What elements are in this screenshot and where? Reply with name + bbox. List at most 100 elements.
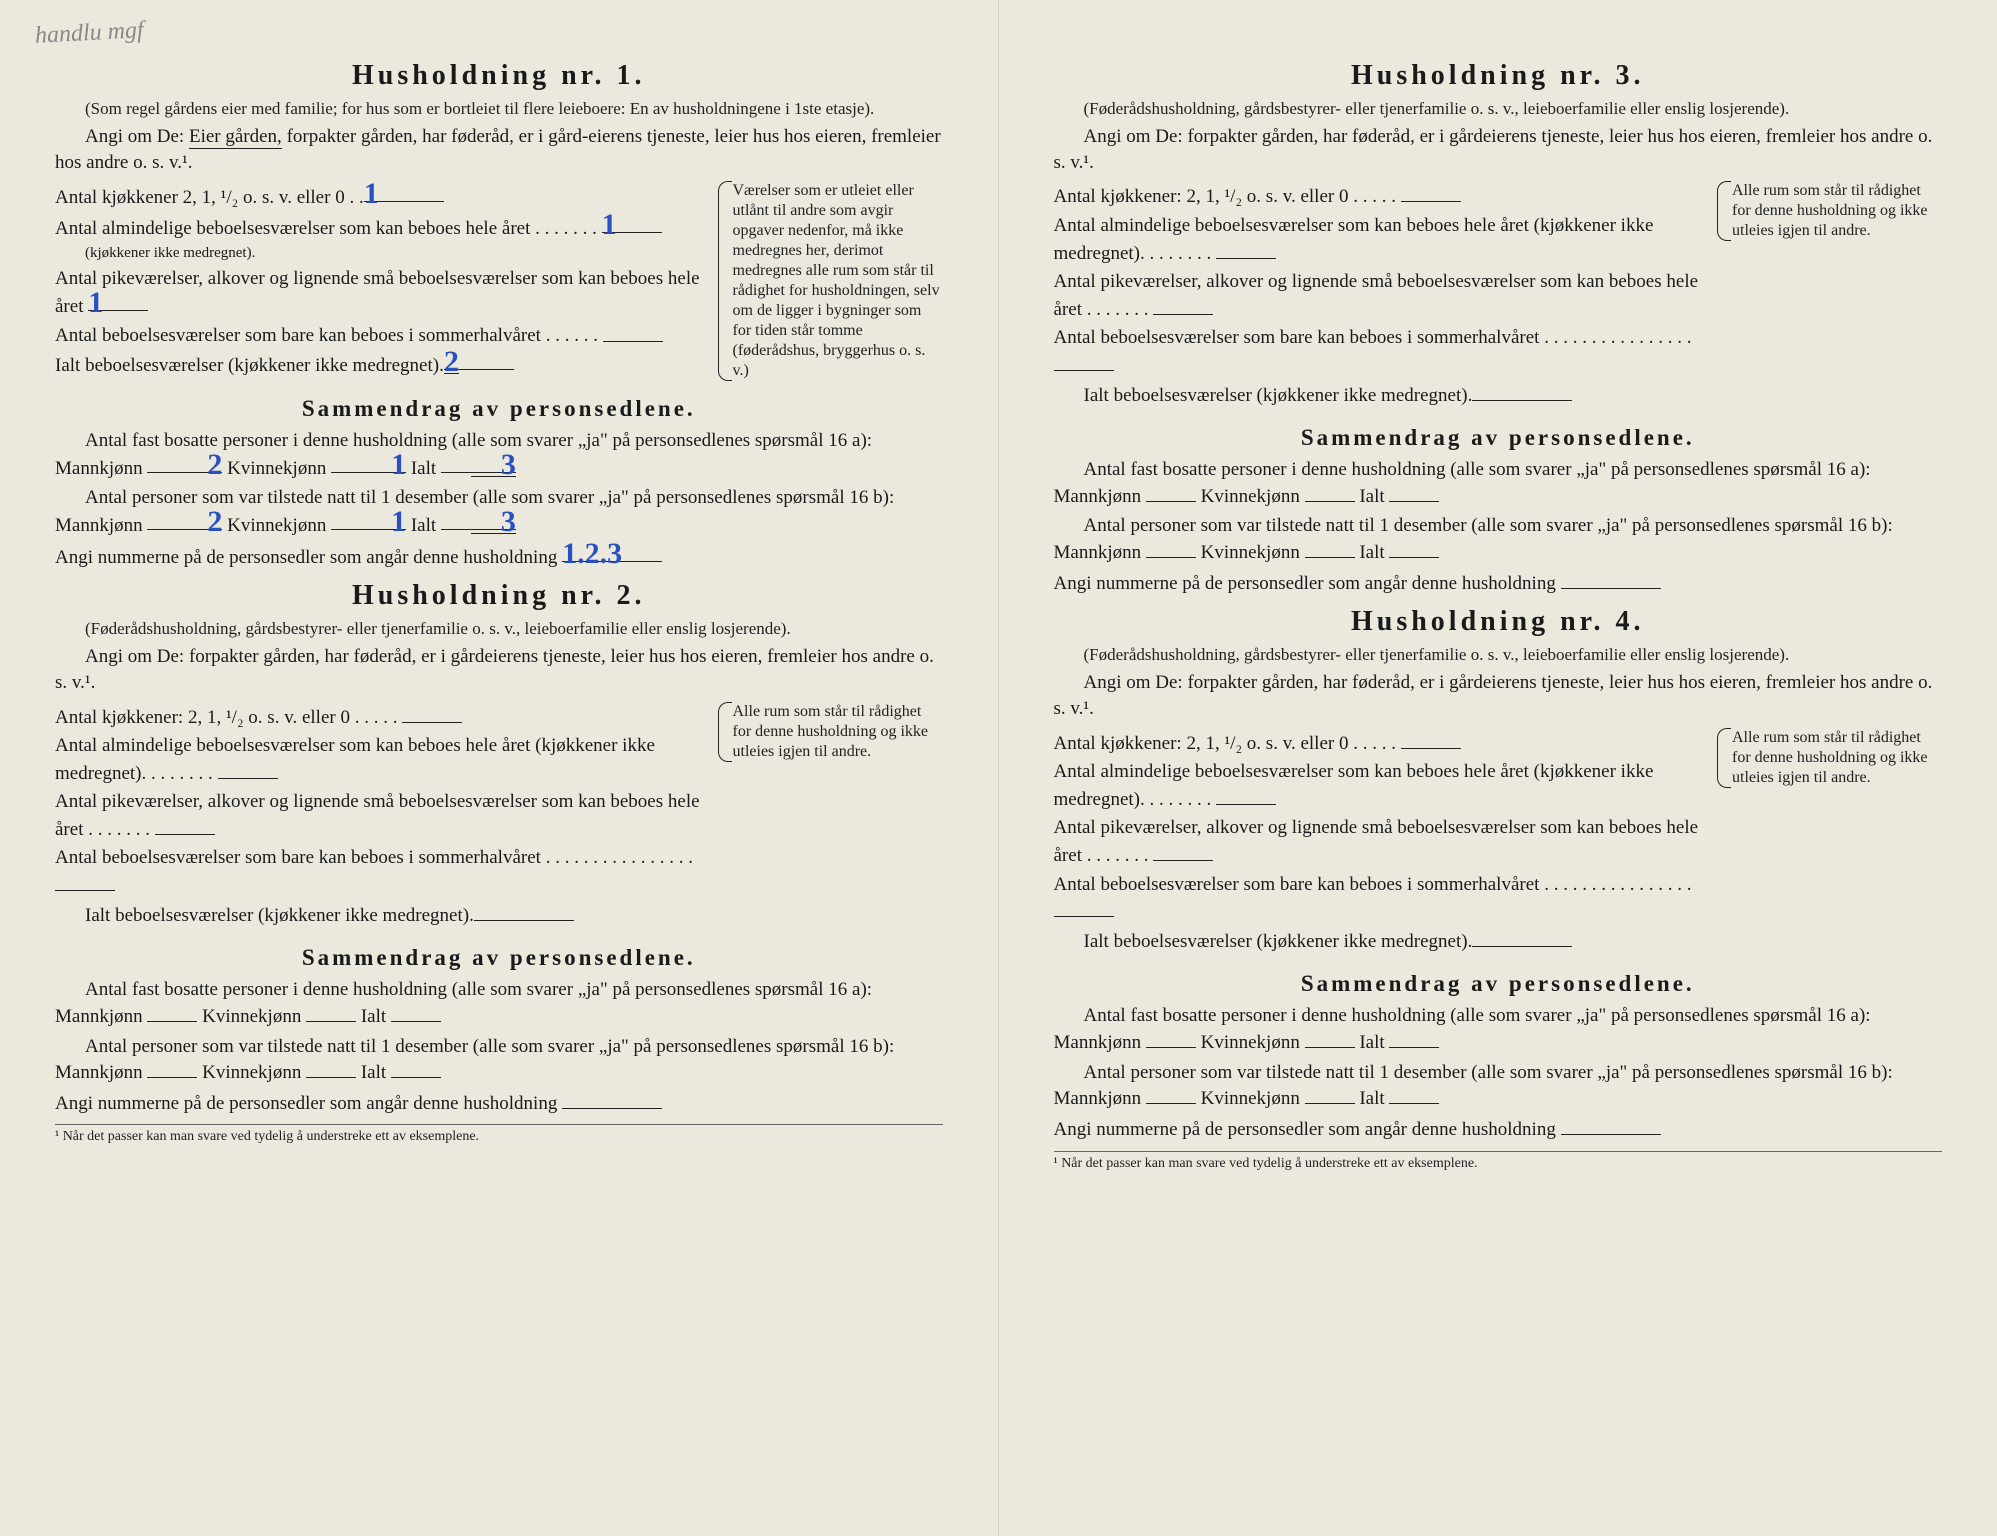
h2-angi: Angi om De: forpakter gården, har føderå… (55, 644, 943, 695)
h3-subtitle: (Føderådshusholdning, gårdsbestyrer- ell… (1054, 98, 1943, 120)
h2-s3: Angi nummerne på de personsedler som ang… (55, 1090, 943, 1117)
h3-summary-title: Sammendrag av personsedlene. (1054, 425, 1943, 451)
h2-s3-value (562, 1090, 662, 1109)
h3-s1: Antal fast bosatte personer i denne hush… (1054, 457, 1943, 509)
h2-ialt-label: Ialt beboelsesværelser (kjøkkener ikke m… (55, 903, 474, 930)
h1-s2-k-label: Kvinnekjønn (227, 515, 326, 536)
h4-subtitle: (Føderådshusholdning, gårdsbestyrer- ell… (1054, 644, 1943, 666)
h4-s2: Antal personer som var tilstede natt til… (1054, 1060, 1943, 1112)
h4-kjokken-value (1401, 730, 1461, 749)
h3-ialt-label: Ialt beboelsesværelser (kjøkkener ikke m… (1054, 383, 1473, 410)
h2-sommer-label: Antal beboelsesværelser som bare kan beb… (55, 847, 541, 868)
left-page: handlu mgf Husholdning nr. 1. (Som regel… (0, 0, 999, 1536)
h3-s2-m (1146, 539, 1196, 558)
h4-rooms-block: Antal kjøkkener: 2, 1, ¹/₂ o. s. v. elle… (1054, 728, 1943, 958)
h2-s1-ialt-label: Ialt (361, 1006, 386, 1027)
h4-sommer-label: Antal beboelsesværelser som bare kan beb… (1054, 874, 1540, 895)
h1-s2-ialt-label: Ialt (411, 515, 436, 536)
h4-almind-value (1216, 786, 1276, 805)
h1-kjokken-row: Antal kjøkkener 2, 1, ¹/₂ o. s. v. eller… (55, 183, 723, 212)
h2-s1-ialt (391, 1003, 441, 1022)
h2-subtitle: (Føderådshusholdning, gårdsbestyrer- ell… (55, 618, 943, 640)
bracket-icon (1717, 181, 1731, 241)
h2-pike-label: Antal pikeværelser, alkover og lignende … (55, 791, 700, 840)
h2-s2-ialt (391, 1059, 441, 1078)
h2-kjokken-label: Antal kjøkkener: 2, 1, ¹/₂ o. s. v. elle… (55, 707, 350, 728)
h3-s1-m (1146, 483, 1196, 502)
h4-sommer-row: Antal beboelsesværelser som bare kan beb… (1054, 872, 1723, 926)
angi-underlined: Eier gården, (189, 126, 282, 149)
h2-kjokken-row: Antal kjøkkener: 2, 1, ¹/₂ o. s. v. elle… (55, 704, 723, 732)
h1-side-note: Værelser som er utleiet eller utlånt til… (723, 181, 943, 381)
bracket-icon (718, 181, 732, 381)
h3-s3-label: Angi nummerne på de personsedler som ang… (1054, 573, 1556, 594)
h1-almind-value: 1 (602, 214, 617, 235)
h1-angi: Angi om De: Eier gården, forpakter gårde… (55, 124, 943, 175)
h4-sommer-value (1054, 898, 1114, 917)
h4-s2-k (1305, 1085, 1355, 1104)
h2-pike-row: Antal pikeværelser, alkover og lignende … (55, 789, 723, 843)
h4-almind-row: Antal almindelige beboelsesværelser som … (1054, 759, 1723, 813)
h1-sommer-row: Antal beboelsesværelser som bare kan beb… (55, 323, 723, 350)
h4-s2-m (1146, 1085, 1196, 1104)
h2-rooms-block: Antal kjøkkener: 2, 1, ¹/₂ o. s. v. elle… (55, 702, 943, 932)
h3-sommer-label: Antal beboelsesværelser som bare kan beb… (1054, 327, 1540, 348)
h4-angi: Angi om De: forpakter gården, har føderå… (1054, 670, 1943, 721)
h1-kjokken-value: 1 (364, 183, 379, 204)
h4-s2-ialt (1389, 1085, 1439, 1104)
h2-almind-row: Antal almindelige beboelsesværelser som … (55, 733, 723, 787)
h1-rooms-block: Antal kjøkkener 2, 1, ¹/₂ o. s. v. eller… (55, 181, 943, 382)
h3-s1-ialt-label: Ialt (1359, 486, 1384, 507)
angi-prefix: Angi om De: (85, 126, 184, 147)
h1-s1-k-label: Kvinnekjønn (227, 458, 326, 479)
h2-s2-k (306, 1059, 356, 1078)
h4-pike-value (1153, 842, 1213, 861)
h3-sommer-value (1054, 352, 1114, 371)
h1-pike-row: Antal pikeværelser, alkover og lignende … (55, 266, 723, 321)
h4-almind-label: Antal almindelige beboelsesværelser som … (1054, 761, 1654, 810)
h2-s2: Antal personer som var tilstede natt til… (55, 1034, 943, 1086)
h1-almind-row: Antal almindelige beboelsesværelser som … (55, 214, 723, 264)
h2-sommer-row: Antal beboelsesværelser som bare kan beb… (55, 845, 723, 899)
h3-s1-k (1305, 483, 1355, 502)
h3-ialt-row: Ialt beboelsesværelser (kjøkkener ikke m… (1054, 382, 1723, 410)
h3-rooms-block: Antal kjøkkener: 2, 1, ¹/₂ o. s. v. elle… (1054, 181, 1943, 411)
h4-s1-k-label: Kvinnekjønn (1201, 1032, 1300, 1053)
h2-side-note-text: Alle rum som står til rådighet for denne… (733, 703, 929, 760)
h4-ialt-row: Ialt beboelsesværelser (kjøkkener ikke m… (1054, 928, 1723, 956)
h1-kjokken-label: Antal kjøkkener 2, 1, ¹/₂ o. s. v. eller… (55, 185, 364, 212)
h4-s2-ialt-label: Ialt (1359, 1088, 1384, 1109)
h4-footnote: ¹ Når det passer kan man svare ved tydel… (1054, 1151, 1943, 1172)
h2-footnote: ¹ Når det passer kan man svare ved tydel… (55, 1124, 943, 1145)
h3-almind-label: Antal almindelige beboelsesværelser som … (1054, 215, 1654, 264)
h2-s1-m (147, 1003, 197, 1022)
h4-kjokken-label: Antal kjøkkener: 2, 1, ¹/₂ o. s. v. elle… (1054, 733, 1349, 754)
h2-almind-value (218, 760, 278, 779)
h3-ialt-value (1472, 382, 1572, 401)
h3-pike-row: Antal pikeværelser, alkover og lignende … (1054, 269, 1723, 323)
h2-summary-title: Sammendrag av personsedlene. (55, 945, 943, 971)
h3-sommer-row: Antal beboelsesværelser som bare kan beb… (1054, 325, 1723, 379)
h4-title: Husholdning nr. 4. (1054, 606, 1943, 638)
h4-kjokken-row: Antal kjøkkener: 2, 1, ¹/₂ o. s. v. elle… (1054, 730, 1723, 758)
h3-s1-ialt (1389, 483, 1439, 502)
h4-side-note-text: Alle rum som står til rådighet for denne… (1732, 729, 1928, 786)
h1-s2: Antal personer som var tilstede natt til… (55, 485, 943, 538)
h1-s2-k: 1 (361, 511, 406, 532)
h1-summary-title: Sammendrag av personsedlene. (55, 396, 943, 422)
h1-s1-ialt: 3 (471, 454, 516, 477)
h2-ialt-row: Ialt beboelsesværelser (kjøkkener ikke m… (55, 902, 723, 930)
h4-s2-k-label: Kvinnekjønn (1201, 1088, 1300, 1109)
h1-sommer-label: Antal beboelsesværelser som bare kan beb… (55, 325, 541, 346)
h2-almind-label: Antal almindelige beboelsesværelser som … (55, 735, 655, 784)
h2-title: Husholdning nr. 2. (55, 580, 943, 612)
h1-almind-label: Antal almindelige beboelsesværelser som … (55, 218, 530, 239)
h1-s1-ialt-label: Ialt (411, 458, 436, 479)
h1-s1-k: 1 (361, 454, 406, 475)
h3-s2: Antal personer som var tilstede natt til… (1054, 513, 1943, 565)
h4-summary-title: Sammendrag av personsedlene. (1054, 971, 1943, 997)
h3-almind-row: Antal almindelige beboelsesværelser som … (1054, 213, 1723, 267)
h3-pike-value (1153, 296, 1213, 315)
h1-s1-m: 2 (177, 454, 222, 475)
h2-s1: Antal fast bosatte personer i denne hush… (55, 977, 943, 1029)
